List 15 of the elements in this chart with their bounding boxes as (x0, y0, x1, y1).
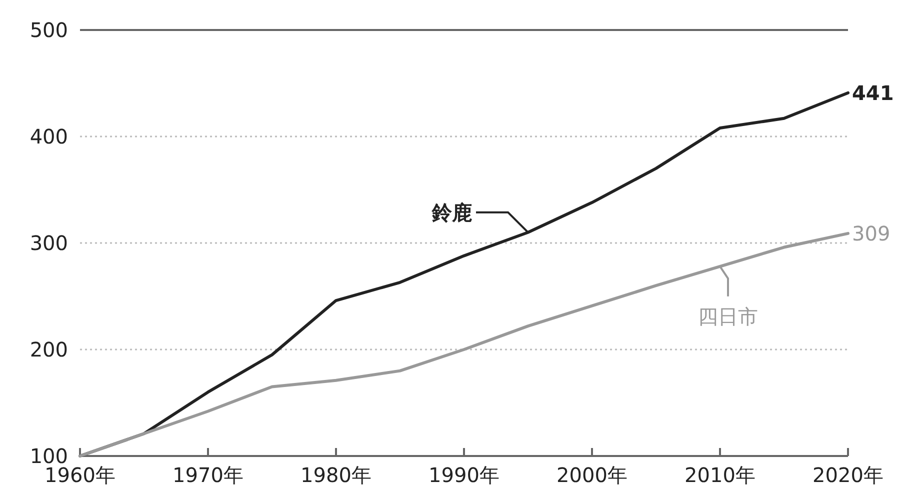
x-tick-label: 1970年 (172, 463, 244, 487)
x-tick-label: 2010年 (684, 463, 756, 487)
y-tick-label: 500 (30, 18, 68, 42)
data-label: 309 (852, 221, 890, 246)
line-series (78, 232, 850, 458)
x-tick-label: 2020年 (812, 463, 884, 487)
y-tick-label: 400 (30, 124, 68, 148)
y-tick-label: 300 (30, 231, 68, 255)
x-tick-label: 1980年 (300, 463, 372, 487)
x-tick-label: 1990年 (428, 463, 500, 487)
x-tick-label: 2000年 (556, 463, 628, 487)
data-label: 441 (852, 80, 894, 105)
series-label: 四日市 (698, 304, 758, 328)
legend-label: 鈴鹿 (431, 200, 472, 224)
y-tick-label: 200 (30, 338, 68, 362)
